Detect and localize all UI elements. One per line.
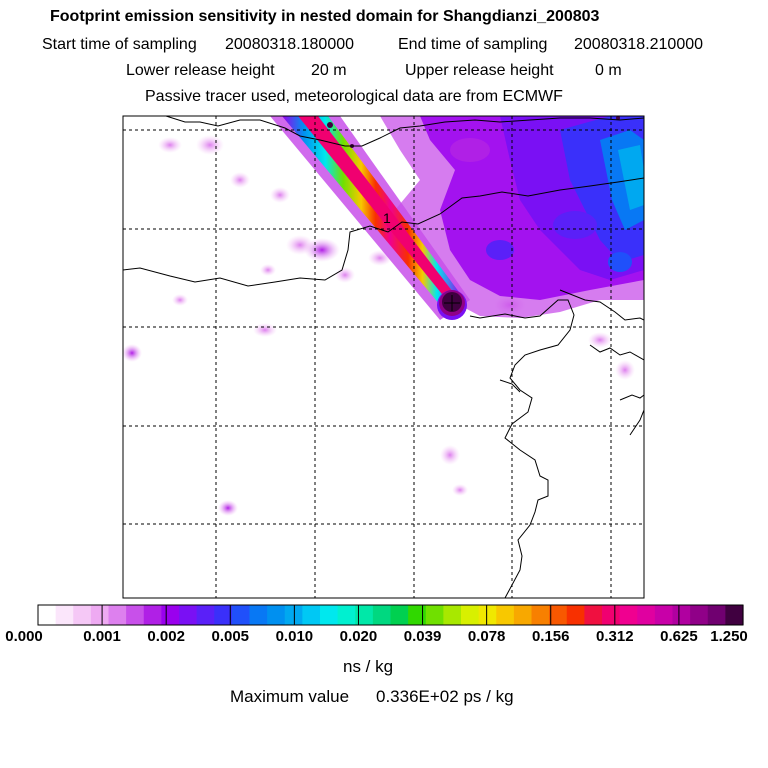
colorbar-cell (425, 605, 444, 625)
colorbar-cell (549, 605, 568, 625)
max-value-label: Maximum value (230, 687, 350, 706)
colorbar-cell (161, 605, 180, 625)
release-number-label: 1 (383, 210, 391, 226)
colorbar-cell (73, 605, 92, 625)
colorbar-cells (38, 605, 744, 625)
colorbar-cell (584, 605, 603, 625)
colorbar-border (37, 604, 744, 626)
colorbar-cell (320, 605, 339, 625)
graticule (123, 116, 644, 598)
colorbar-cell (637, 605, 656, 625)
colorbar-cell (196, 605, 215, 625)
colorbar-cell (443, 605, 462, 625)
colorbar-tick-label: 0.002 (147, 628, 185, 645)
colorbar-cell (231, 605, 251, 625)
colorbar-cell (602, 605, 621, 625)
hotspot-marker (327, 122, 333, 128)
colorbar-units: ns / kg (343, 657, 394, 676)
colorbar-cell (355, 605, 374, 625)
coastline-borders (123, 116, 644, 598)
colorbar-cell (390, 605, 409, 625)
colorbar-cell (725, 605, 744, 625)
colorbar-cell (461, 605, 480, 625)
colorbar-tick-label: 0.312 (596, 628, 634, 645)
colorbar-tick-label: 1.250 (710, 628, 748, 645)
colorbar-cell (619, 605, 638, 625)
colorbar-tick-label: 0.156 (531, 628, 570, 645)
hotspot-marker (616, 116, 620, 120)
colorbar-tick-label: 0.625 (660, 628, 698, 645)
colorbar-tick-label: 0.039 (403, 628, 442, 645)
colorbar-cell (654, 605, 674, 625)
colorbar-tick-label: 0.001 (83, 628, 121, 645)
colorbar-cell (284, 605, 303, 625)
end-time-label: End time of sampling (398, 36, 548, 53)
colorbar-cell (214, 605, 233, 625)
colorbar-tick-label: 0.005 (211, 628, 250, 645)
colorbar-cell (496, 605, 515, 625)
colorbar-dividers (101, 605, 680, 625)
map-title: Footprint emission sensitivity in nested… (50, 8, 600, 25)
tracer-note: Passive tracer used, meteorological data… (145, 88, 563, 105)
colorbar-cell (126, 605, 145, 625)
colorbar-cell (38, 605, 57, 625)
colorbar-cell (478, 605, 497, 625)
colorbar-tick-label: 0.078 (467, 628, 506, 645)
colorbar-tick-label: 0.000 (5, 628, 43, 645)
map-frame-border (122, 115, 645, 599)
colorbar-tick-label: 0.020 (339, 628, 378, 645)
lower-height-value: 20 m (311, 62, 347, 79)
station-marker (444, 295, 460, 311)
colorbar-cell (302, 605, 321, 625)
upper-height-label: Upper release height (405, 62, 554, 79)
colorbar-cell (531, 605, 550, 625)
colorbar-cell (55, 605, 74, 625)
colorbar-cell (408, 605, 427, 625)
colorbar-cell (372, 605, 392, 625)
colorbar-cell (672, 605, 691, 625)
colorbar-cell (249, 605, 268, 625)
start-time-label: Start time of sampling (42, 36, 197, 53)
colorbar-cell (690, 605, 709, 625)
colorbar-cell (108, 605, 127, 625)
max-value: 0.336E+02 ps / kg (376, 687, 514, 706)
start-time-value: 20080318.180000 (225, 36, 355, 53)
colorbar-cell (513, 605, 533, 625)
colorbar-cell (337, 605, 356, 625)
colorbar-tick-label: 0.010 (275, 628, 314, 645)
sensitivity-field-west (123, 135, 635, 516)
upper-height-value: 0 m (595, 62, 622, 79)
colorbar-cell (707, 605, 726, 625)
colorbar-cell (566, 605, 585, 625)
colorbar-cell (179, 605, 198, 625)
colorbar-cell (143, 605, 162, 625)
lower-height-label: Lower release height (126, 62, 275, 79)
colorbar-cell (267, 605, 286, 625)
footprint-plume (270, 116, 470, 320)
end-time-value: 20080318.210000 (574, 36, 704, 53)
colorbar-cell (90, 605, 110, 625)
